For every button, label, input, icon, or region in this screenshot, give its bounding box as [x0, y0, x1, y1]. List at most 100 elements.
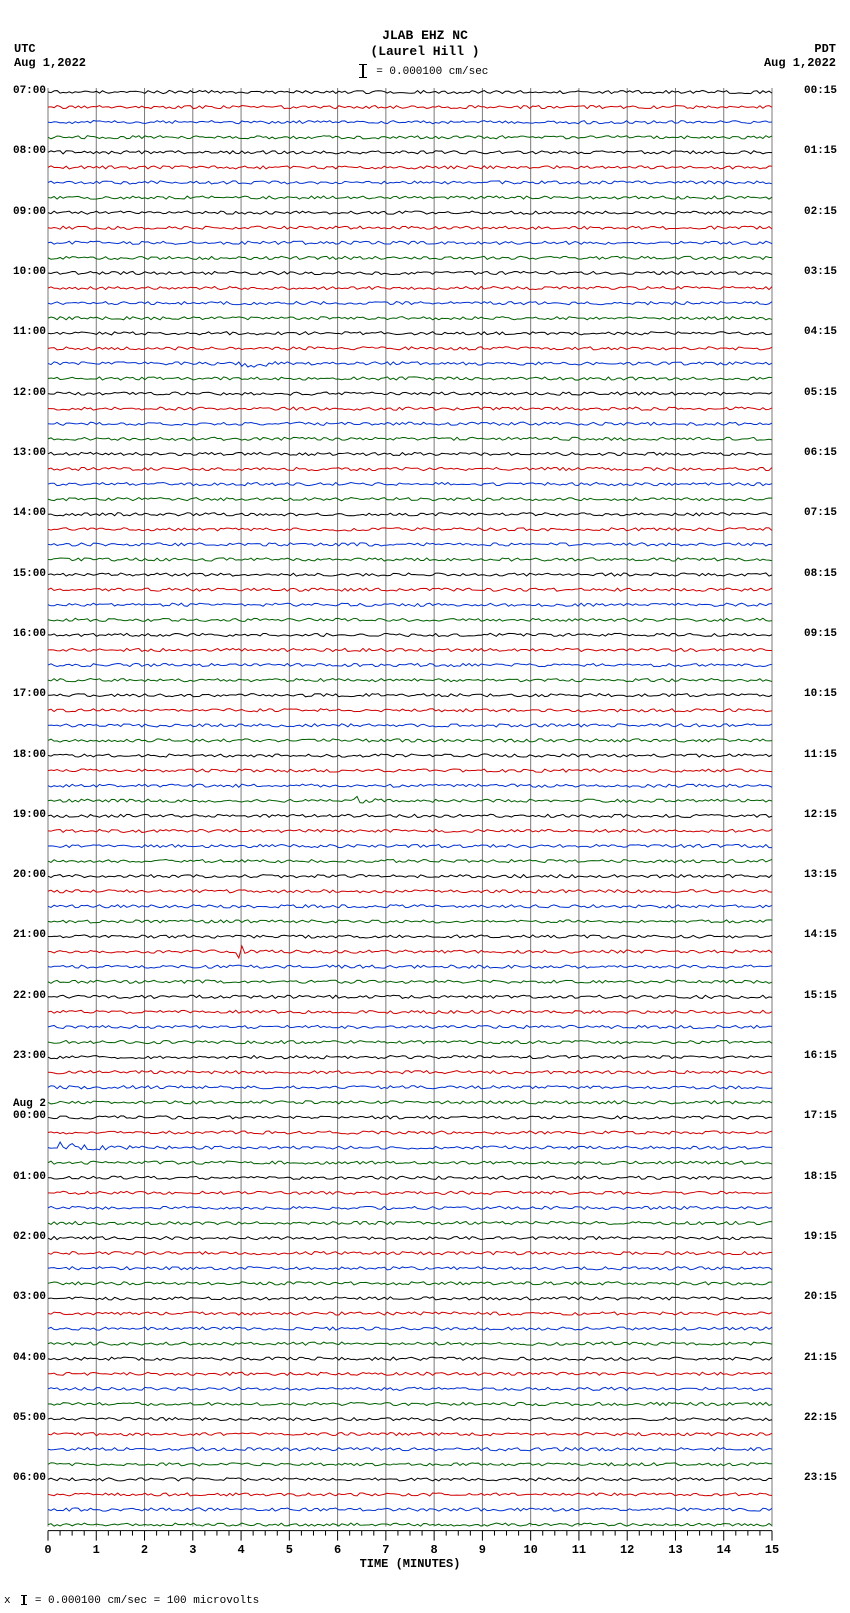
- x-tick-label: 10: [523, 1543, 537, 1557]
- x-tick-label: 1: [93, 1543, 100, 1557]
- utc-hour-label: 09:00: [0, 207, 46, 218]
- seismic-trace: [48, 1523, 772, 1526]
- utc-hour-label: 22:00: [0, 991, 46, 1002]
- seismic-trace: [48, 256, 772, 259]
- pdt-hour-label: 18:15: [804, 1172, 850, 1183]
- seismic-trace: [48, 1402, 772, 1405]
- seismogram-page: JLAB EHZ NC (Laurel Hill ) UTC Aug 1,202…: [0, 0, 850, 1613]
- seismic-trace: [48, 1161, 772, 1164]
- seismic-trace: [48, 1131, 772, 1134]
- utc-label: UTC: [14, 42, 86, 56]
- x-tick-label: 14: [717, 1543, 731, 1557]
- seismic-trace: [48, 769, 772, 772]
- utc-hour-label: 08:00: [0, 146, 46, 157]
- footer-prefix: x: [4, 1595, 11, 1607]
- seismic-trace: [48, 859, 772, 862]
- seismic-trace: [48, 890, 772, 893]
- pdt-hour-label: 12:15: [804, 810, 850, 821]
- seismic-trace: [48, 226, 772, 229]
- utc-hour-label: 05:00: [0, 1413, 46, 1424]
- seismic-trace: [48, 1191, 772, 1194]
- seismic-trace: [48, 709, 772, 712]
- seismic-trace: [48, 1237, 772, 1240]
- seismic-trace: [48, 362, 772, 367]
- seismic-trace: [48, 317, 772, 320]
- station-line: JLAB EHZ NC: [0, 28, 850, 44]
- utc-hour-label: 18:00: [0, 750, 46, 761]
- seismic-trace: [48, 136, 772, 139]
- pdt-label: PDT: [764, 42, 836, 56]
- pdt-hour-label: 14:15: [804, 930, 850, 941]
- seismic-trace: [48, 1297, 772, 1300]
- seismic-trace: [48, 271, 772, 274]
- seismic-trace: [48, 1312, 772, 1315]
- seismic-trace: [48, 558, 772, 561]
- seismic-trace: [48, 1025, 772, 1028]
- x-tick-label: 2: [141, 1543, 148, 1557]
- seismic-trace: [48, 1387, 772, 1390]
- seismic-trace: [48, 784, 772, 787]
- x-tick-label: 12: [620, 1543, 634, 1557]
- utc-hour-label: 23:00: [0, 1051, 46, 1062]
- seismic-trace: [48, 302, 772, 305]
- x-tick-label: 8: [431, 1543, 438, 1557]
- utc-hour-label: 21:00: [0, 930, 46, 941]
- utc-hour-label: 20:00: [0, 870, 46, 881]
- title-block: JLAB EHZ NC (Laurel Hill ): [0, 28, 850, 59]
- seismic-trace: [48, 1493, 772, 1496]
- seismic-trace: [48, 829, 772, 832]
- seismic-trace: [48, 166, 772, 169]
- pdt-hour-label: 13:15: [804, 870, 850, 881]
- footer-scale: x = 0.000100 cm/sec = 100 microvolts: [4, 1595, 259, 1607]
- plot-svg: [48, 88, 772, 1576]
- seismic-trace: [48, 332, 772, 335]
- pdt-hour-label: 11:15: [804, 750, 850, 761]
- pdt-hour-label: 15:15: [804, 991, 850, 1002]
- seismic-trace: [48, 754, 772, 757]
- x-tick-label: 7: [382, 1543, 389, 1557]
- seismic-trace: [48, 905, 772, 908]
- seismogram-plot: [48, 88, 772, 1536]
- seismic-trace: [48, 1327, 772, 1330]
- seismic-trace: [48, 796, 772, 803]
- seismic-trace: [48, 1267, 772, 1270]
- pdt-hour-label: 17:15: [804, 1111, 850, 1122]
- seismic-trace: [48, 603, 772, 606]
- scale-text: = 0.000100 cm/sec: [376, 66, 488, 78]
- pdt-hour-label: 21:15: [804, 1353, 850, 1364]
- seismic-trace: [48, 437, 772, 440]
- seismic-trace: [48, 739, 772, 742]
- seismic-trace: [48, 965, 772, 968]
- utc-hour-label: 01:00: [0, 1172, 46, 1183]
- seismic-trace: [48, 1478, 772, 1481]
- seismic-trace: [48, 844, 772, 847]
- pdt-hour-label: 01:15: [804, 146, 850, 157]
- seismic-trace: [48, 196, 772, 199]
- x-tick-label: 11: [572, 1543, 586, 1557]
- seismic-trace: [48, 422, 772, 425]
- seismic-trace: [48, 1357, 772, 1360]
- pdt-hour-label: 03:15: [804, 267, 850, 278]
- seismic-trace: [48, 407, 772, 410]
- x-axis-label: TIME (MINUTES): [48, 1557, 772, 1571]
- footer-scale-bar-icon: [23, 1595, 25, 1605]
- utc-hour-label: 15:00: [0, 569, 46, 580]
- seismic-trace: [48, 211, 772, 214]
- pdt-hour-label: 05:15: [804, 388, 850, 399]
- x-tick-label: 0: [44, 1543, 51, 1557]
- seismic-trace: [48, 1040, 772, 1043]
- seismic-trace: [48, 1086, 772, 1089]
- seismic-trace: [48, 995, 772, 998]
- utc-hour-label: 03:00: [0, 1292, 46, 1303]
- seismic-trace: [48, 106, 772, 109]
- x-tick-label: 13: [668, 1543, 682, 1557]
- seismic-trace: [48, 935, 772, 938]
- seismic-trace: [48, 694, 772, 697]
- utc-hour-label: 02:00: [0, 1232, 46, 1243]
- pdt-hour-label: 00:15: [804, 86, 850, 97]
- seismic-trace: [48, 980, 772, 983]
- scale-bar-icon: [362, 64, 364, 78]
- seismic-trace: [48, 1071, 772, 1074]
- seismic-trace: [48, 347, 772, 350]
- utc-hour-label: 12:00: [0, 388, 46, 399]
